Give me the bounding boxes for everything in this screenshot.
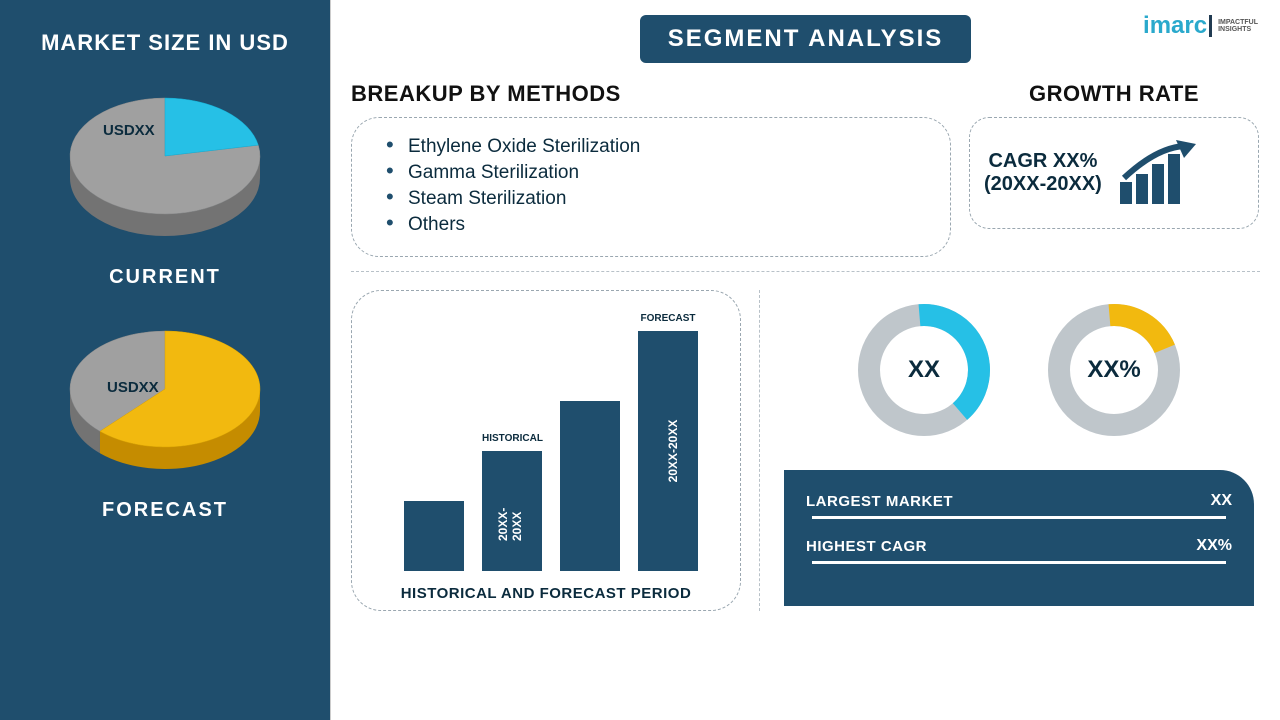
growth-chart-icon	[1116, 138, 1202, 208]
right-stats: XX XX% LARGEST MARKET XX HIGHEST CAGR XX%	[778, 290, 1260, 611]
divider	[351, 271, 1260, 272]
left-panel: MARKET SIZE IN USD USDXX CURRENT USDXX F…	[0, 0, 330, 720]
donut-2: XX%	[1044, 300, 1184, 440]
left-title: MARKET SIZE IN USD	[41, 30, 289, 56]
logo-subtitle: IMPACTFUL INSIGHTS	[1218, 19, 1258, 33]
vertical-divider	[759, 290, 760, 611]
donut-2-center: XX%	[1044, 300, 1184, 440]
stat-row: HIGHEST CAGR XX%	[806, 537, 1232, 564]
growth-text: CAGR XX% (20XX-20XX)	[984, 150, 1102, 196]
donut-1-center: XX	[854, 300, 994, 440]
bar	[404, 501, 464, 571]
pie-forecast-svg	[55, 319, 275, 489]
donut-row: XX XX%	[854, 300, 1184, 440]
stat-underline	[812, 516, 1226, 519]
stat-label: HIGHEST CAGR	[806, 538, 927, 555]
bar: FORECAST20XX-20XX	[638, 331, 698, 571]
logo-bar-icon	[1209, 15, 1212, 37]
breakup-item: Ethylene Oxide Sterilization	[386, 134, 928, 160]
stat-row: LARGEST MARKET XX	[806, 492, 1232, 519]
logo: imarc IMPACTFUL INSIGHTS	[1143, 12, 1258, 40]
pie-forecast-value: USDXX	[107, 379, 159, 396]
breakup-title: BREAKUP BY METHODS	[351, 81, 951, 107]
breakup-item: Gamma Sterilization	[386, 160, 928, 186]
stat-underline	[812, 561, 1226, 564]
pie-forecast-block: USDXX FORECAST	[55, 319, 275, 522]
row-2: HISTORICAL20XX-20XXFORECAST20XX-20XX HIS…	[351, 290, 1260, 611]
pie-forecast-label: FORECAST	[102, 499, 228, 522]
bar-chart: HISTORICAL20XX-20XXFORECAST20XX-20XX	[376, 311, 716, 571]
breakup-item: Steam Sterilization	[386, 186, 928, 212]
pie-current-value: USDXX	[103, 122, 155, 139]
row-1: BREAKUP BY METHODS Ethylene Oxide Steril…	[351, 81, 1260, 257]
pie-current-block: USDXX CURRENT	[55, 86, 275, 289]
bar	[560, 401, 620, 571]
bar-top-label: HISTORICAL	[482, 433, 542, 444]
bar-side-label: 20XX-20XX	[496, 481, 524, 541]
page-title: SEGMENT ANALYSIS	[640, 15, 972, 63]
stat-value: XX%	[1196, 537, 1232, 555]
stat-value: XX	[1211, 492, 1232, 510]
breakup-section: BREAKUP BY METHODS Ethylene Oxide Steril…	[351, 81, 951, 257]
stats-card: LARGEST MARKET XX HIGHEST CAGR XX%	[784, 470, 1254, 606]
breakup-box: Ethylene Oxide SterilizationGamma Steril…	[351, 117, 951, 257]
pie-forecast: USDXX	[55, 319, 275, 489]
breakup-item: Others	[386, 212, 928, 238]
right-panel: imarc IMPACTFUL INSIGHTS SEGMENT ANALYSI…	[330, 0, 1280, 720]
breakup-list: Ethylene Oxide SterilizationGamma Steril…	[374, 134, 928, 238]
title-row: SEGMENT ANALYSIS	[351, 15, 1260, 81]
pie-current: USDXX	[55, 86, 275, 256]
pie-current-label: CURRENT	[109, 266, 221, 289]
donut-1: XX	[854, 300, 994, 440]
growth-card: CAGR XX% (20XX-20XX)	[969, 117, 1259, 229]
logo-text: imarc	[1143, 12, 1207, 40]
bar-side-label: 20XX-20XX	[666, 420, 680, 483]
growth-section: GROWTH RATE CAGR XX% (20XX-20XX)	[969, 81, 1259, 257]
bar-top-label: FORECAST	[638, 313, 698, 324]
growth-title: GROWTH RATE	[1029, 81, 1199, 107]
hist-caption: HISTORICAL AND FORECAST PERIOD	[401, 585, 692, 602]
stat-label: LARGEST MARKET	[806, 493, 953, 510]
bar: HISTORICAL20XX-20XX	[482, 451, 542, 571]
pie-current-svg	[55, 86, 275, 256]
historical-box: HISTORICAL20XX-20XXFORECAST20XX-20XX HIS…	[351, 290, 741, 611]
